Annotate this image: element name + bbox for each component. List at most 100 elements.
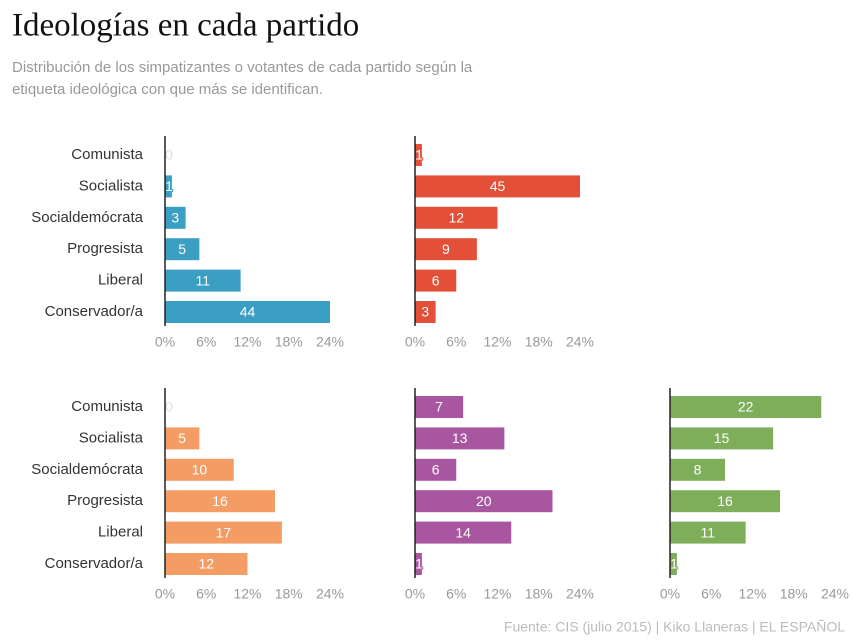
x-tick-label: 24%: [316, 586, 344, 602]
category-label: Conservador/a: [45, 555, 144, 572]
value-label: 10: [192, 462, 208, 478]
value-label: 45: [490, 178, 506, 194]
bar: [415, 301, 436, 323]
x-tick-label: 6%: [446, 334, 466, 350]
category-label: Conservador/a: [45, 303, 144, 320]
x-tick-label: 18%: [275, 334, 303, 350]
bar: [415, 458, 457, 481]
value-label: 44: [240, 304, 256, 320]
category-label: Socialista: [79, 177, 144, 194]
x-tick-label: 0%: [155, 586, 175, 602]
bar: [415, 396, 464, 418]
bar: [670, 427, 774, 450]
x-tick-label: 24%: [566, 586, 594, 602]
value-label: 12: [448, 210, 464, 226]
x-tick-label: 6%: [701, 586, 721, 602]
value-label: 0: [165, 147, 173, 163]
chart-title: Ideologías en cada partido: [12, 8, 359, 44]
bar: [165, 269, 241, 292]
value-label: 9: [442, 241, 450, 257]
bar: [415, 175, 580, 198]
subtitle: Distribución de los simpatizantes o vota…: [12, 59, 473, 76]
bar: [670, 521, 746, 544]
value-label: 1: [165, 178, 173, 194]
bar: [165, 206, 186, 229]
x-tick-label: 18%: [275, 586, 303, 602]
panel: [415, 144, 580, 323]
value-label: 8: [694, 462, 702, 478]
value-label: 12: [198, 556, 214, 572]
x-tick-label: 12%: [738, 586, 766, 602]
x-tick-label: 24%: [821, 586, 849, 602]
x-tick-label: 0%: [405, 586, 425, 602]
x-tick-label: 24%: [566, 334, 594, 350]
category-label: Progresista: [67, 240, 144, 257]
x-tick-label: 12%: [483, 334, 511, 350]
bar: [165, 553, 248, 575]
x-tick-label: 12%: [233, 334, 261, 350]
value-label: 16: [717, 493, 733, 509]
category-label: Socialdemócrata: [31, 209, 143, 226]
bar: [165, 301, 330, 323]
subtitle: etiqueta ideológica con que más se ident…: [12, 81, 323, 98]
value-label: 22: [738, 399, 754, 415]
bar: [670, 396, 822, 418]
category-label: Socialdemócrata: [31, 461, 143, 478]
value-label: 14: [455, 524, 471, 540]
value-label: 7: [435, 399, 443, 415]
panel: [670, 396, 822, 575]
x-tick-label: 6%: [196, 586, 216, 602]
value-label: 1: [415, 147, 423, 163]
value-label: 11: [196, 272, 211, 288]
category-label: Liberal: [98, 272, 143, 289]
bar: [415, 521, 512, 544]
x-tick-label: 12%: [483, 586, 511, 602]
x-tick-label: 0%: [660, 586, 680, 602]
bar: [415, 490, 553, 513]
x-tick-label: 24%: [316, 334, 344, 350]
value-label: 20: [476, 493, 492, 509]
category-label: Liberal: [98, 524, 143, 541]
x-tick-label: 18%: [525, 586, 553, 602]
bar: [415, 238, 477, 261]
bar: [165, 427, 200, 450]
value-label: 3: [421, 304, 429, 320]
panel: [415, 396, 553, 575]
x-tick-label: 0%: [405, 334, 425, 350]
x-tick-label: 12%: [233, 586, 261, 602]
bar: [165, 521, 282, 544]
bar: [670, 458, 725, 481]
value-label: 17: [216, 524, 232, 540]
value-label: 5: [178, 241, 186, 257]
x-tick-label: 6%: [196, 334, 216, 350]
bar: [165, 175, 172, 198]
value-label: 5: [178, 430, 186, 446]
value-label: 15: [714, 430, 730, 446]
bar: [415, 553, 422, 575]
bar: [165, 490, 275, 513]
bar: [415, 144, 422, 166]
x-tick-label: 18%: [525, 334, 553, 350]
bar: [165, 458, 234, 481]
bar: [415, 206, 498, 229]
category-label: Comunista: [71, 146, 143, 163]
panel: [165, 175, 330, 323]
bar: [670, 490, 780, 513]
value-label: 16: [212, 493, 228, 509]
source: Fuente: CIS (julio 2015) | Kiko Llaneras…: [504, 619, 845, 635]
panel: [165, 427, 282, 575]
bar: [670, 553, 677, 575]
x-tick-label: 18%: [780, 586, 808, 602]
value-label: 11: [701, 524, 716, 540]
value-label: 13: [452, 430, 468, 446]
bar: [415, 269, 457, 292]
x-tick-label: 6%: [446, 586, 466, 602]
category-label: Progresista: [67, 492, 144, 509]
bar: [165, 238, 200, 261]
category-label: Socialista: [79, 429, 144, 446]
value-label: 1: [415, 556, 423, 572]
x-tick-label: 0%: [155, 334, 175, 350]
value-label: 3: [171, 210, 179, 226]
value-label: 6: [432, 272, 440, 288]
